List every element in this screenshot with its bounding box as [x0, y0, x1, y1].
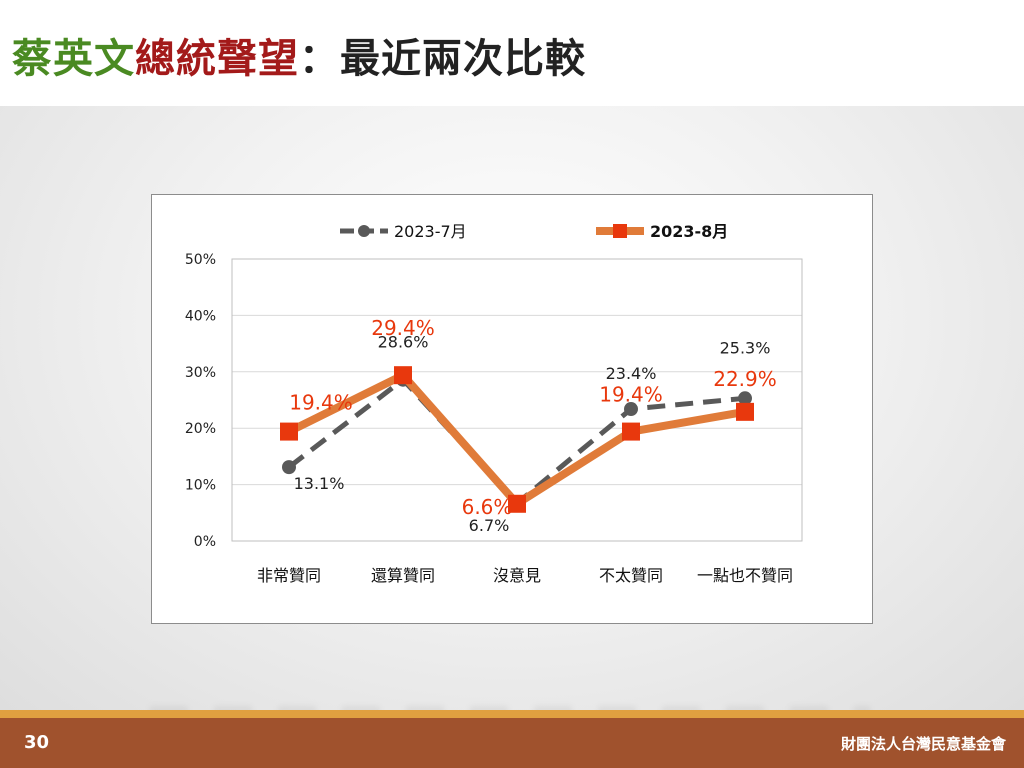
x-tick-label: 沒意見: [493, 566, 541, 585]
series-2-point: [622, 422, 640, 441]
title-part-subtitle: ：最近兩次比較: [299, 36, 586, 82]
data-label: 19.4%: [289, 391, 353, 415]
data-label: 25.3%: [720, 338, 771, 357]
line-chart: 0% 10% 20% 30% 40% 50% 非常贊同 還算贊同 沒意見 不太贊同 一點也不贊同 13…: [185, 222, 803, 585]
footer-stripe: [0, 710, 1024, 718]
series-2-point: [394, 366, 412, 385]
legend-label: 2023-7月: [394, 222, 467, 241]
series-1-point: [282, 460, 296, 475]
data-label: 13.1%: [294, 474, 345, 493]
slide-footer: 30 財團法人台灣民意基金會: [0, 718, 1024, 768]
data-label: 6.7%: [469, 516, 510, 535]
y-tick-label: 30%: [185, 365, 216, 381]
page-number: 30: [24, 732, 50, 753]
data-label: 28.6%: [378, 333, 429, 352]
slide-title: 蔡英文總統聲望：最近兩次比較: [12, 26, 586, 84]
legend-marker: [613, 224, 627, 238]
x-tick-label: 一點也不贊同: [697, 566, 793, 585]
organization-name: 財團法人台灣民意基金會: [840, 735, 1006, 753]
legend-marker: [358, 225, 370, 237]
title-part-topic: 總統聲望: [135, 36, 299, 82]
data-label: 6.6%: [462, 495, 513, 519]
chart-frame: 0% 10% 20% 30% 40% 50% 非常贊同 還算贊同 沒意見 不太贊同 一點也不贊同 13…: [151, 194, 873, 624]
data-label: 22.9%: [713, 367, 777, 391]
y-tick-label: 10%: [185, 478, 216, 494]
data-label: 23.4%: [606, 364, 657, 383]
x-tick-label: 非常贊同: [257, 566, 321, 585]
legend-label: 2023-8月: [650, 222, 728, 241]
plot-area-border: [231, 258, 803, 542]
x-tick-label: 還算贊同: [371, 566, 435, 585]
x-tick-label: 不太贊同: [599, 566, 663, 585]
series-2-point: [280, 422, 298, 441]
data-label: 29.4%: [371, 316, 435, 340]
y-tick-label: 20%: [185, 421, 216, 437]
slide-header: 蔡英文總統聲望：最近兩次比較: [0, 0, 1024, 106]
y-tick-label: 40%: [185, 308, 216, 324]
series-1-point: [738, 391, 752, 406]
series-2-point: [736, 402, 754, 421]
series-2-point: [508, 494, 526, 513]
data-label: 19.4%: [599, 383, 663, 407]
title-part-name: 蔡英文: [12, 36, 135, 82]
series-1-point: [624, 402, 638, 417]
y-tick-label: 0%: [194, 534, 216, 550]
y-tick-label: 50%: [185, 252, 216, 268]
